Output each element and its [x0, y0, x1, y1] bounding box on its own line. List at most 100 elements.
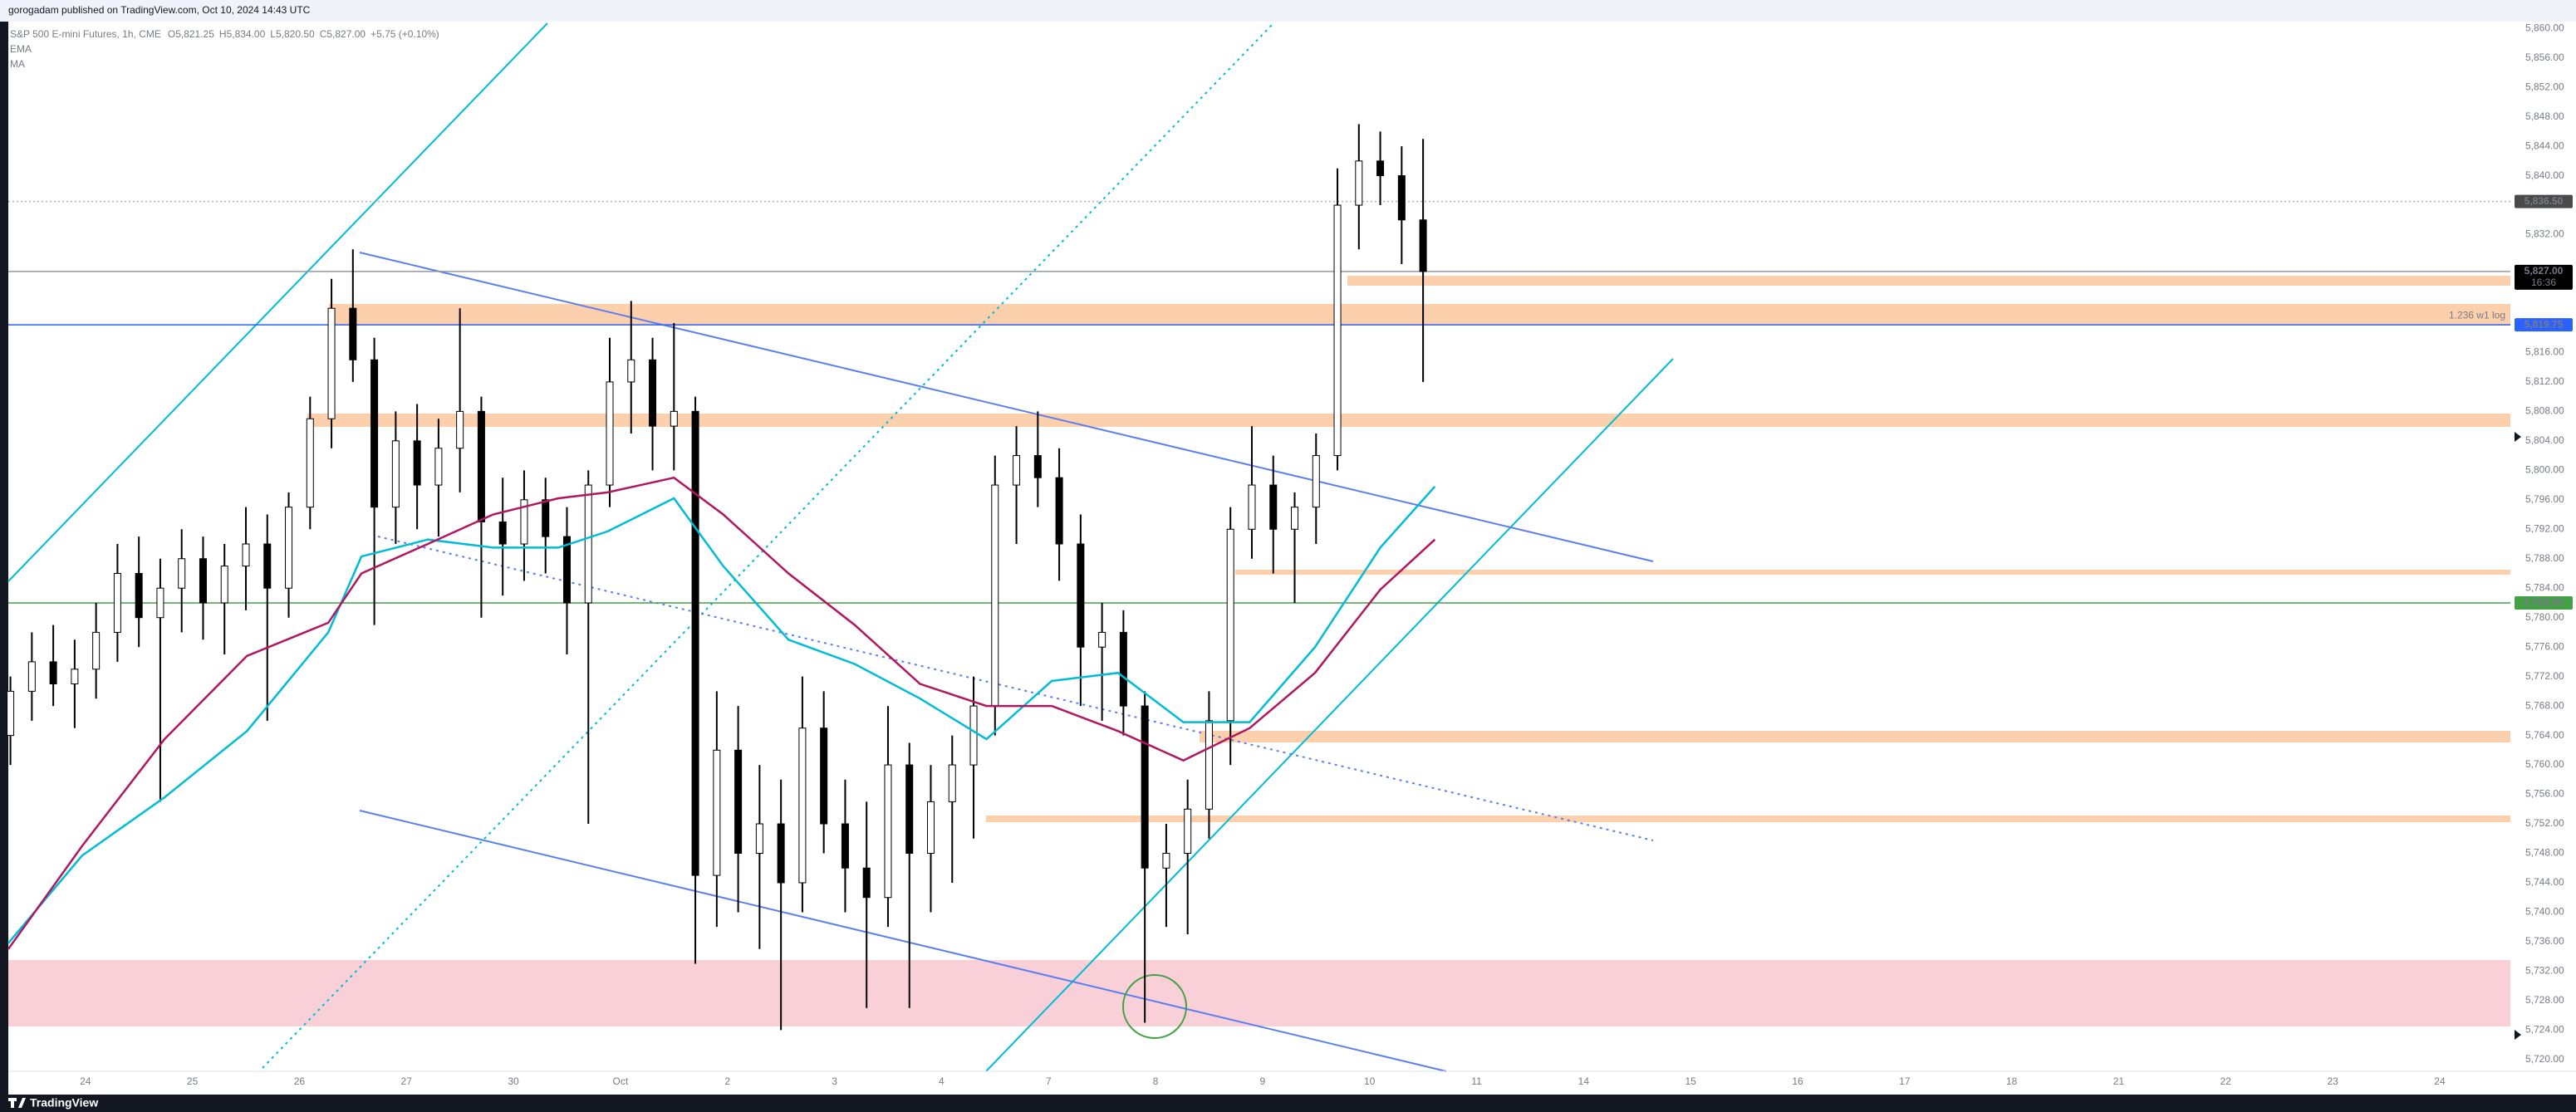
y-tick-label: 5,752.00 — [2525, 817, 2564, 829]
y-tick-label: 5,780.00 — [2525, 611, 2564, 623]
x-tick-label: 30 — [508, 1075, 519, 1087]
candle-body — [199, 558, 207, 604]
ohlc-value: O5,821.25 — [168, 28, 214, 40]
y-tick-label: 5,756.00 — [2525, 788, 2564, 800]
ohlc-value: +5.75 (+0.10%) — [370, 28, 439, 40]
candle-body — [1269, 484, 1278, 530]
candle-body — [969, 705, 978, 766]
candle-body — [884, 764, 892, 899]
candle-body — [113, 572, 121, 633]
candle-body — [477, 410, 485, 522]
trend-line — [7, 22, 548, 582]
y-tick-label: 5,744.00 — [2525, 876, 2564, 888]
candle-body — [1013, 455, 1021, 486]
candle-body — [498, 521, 507, 545]
candle-body — [220, 566, 228, 604]
y-tick-label: 5,732.00 — [2525, 965, 2564, 977]
y-tick-label: 5,844.00 — [2525, 140, 2564, 151]
candle-body — [391, 440, 400, 508]
candle-body — [92, 631, 101, 670]
y-tick-label: 5,832.00 — [2525, 228, 2564, 240]
candle-body — [1376, 160, 1385, 177]
level-annotation: 1.236 w1 log — [2449, 309, 2505, 321]
candle-body — [1077, 543, 1085, 648]
logo — [8, 1098, 26, 1108]
candles — [7, 124, 1427, 1031]
legend-entry: EMA — [10, 43, 32, 55]
candle-body — [926, 801, 935, 854]
price-badge-label: 5,782.00 — [2524, 596, 2564, 608]
candle-body — [1162, 852, 1170, 869]
indicator-line — [7, 476, 1436, 950]
x-tick-label: 15 — [1685, 1075, 1696, 1087]
x-tick-label: 21 — [2113, 1075, 2125, 1087]
candle-body — [905, 764, 914, 854]
candle-body — [649, 359, 657, 427]
candle-body — [542, 499, 550, 537]
candle-body — [1055, 477, 1063, 545]
candle-body — [755, 823, 763, 854]
zones — [8, 276, 2510, 1026]
y-tick-label: 5,764.00 — [2525, 729, 2564, 741]
y-tick-label: 5,724.00 — [2525, 1024, 2564, 1036]
brand: TradingView — [30, 1096, 98, 1110]
scroll-arrow[interactable] — [2515, 1030, 2521, 1040]
channel-line — [359, 810, 1447, 1072]
candle-body — [1355, 160, 1363, 206]
indicator-line — [7, 485, 1436, 944]
candle-body — [1033, 455, 1042, 478]
bottom-bar — [0, 1095, 2576, 1112]
y-tick-label: 5,816.00 — [2525, 346, 2564, 358]
scroll-arrow[interactable] — [2515, 432, 2521, 442]
x-tick-label: 22 — [2220, 1075, 2232, 1087]
channel-line — [359, 252, 1654, 562]
y-tick-label: 5,784.00 — [2525, 581, 2564, 593]
y-tick-label: 5,840.00 — [2525, 169, 2564, 181]
candle-body — [135, 572, 143, 619]
candle-body — [691, 410, 699, 876]
candle-body — [1312, 455, 1320, 508]
y-tick-label: 5,760.00 — [2525, 758, 2564, 770]
x-tick-label: 9 — [1260, 1075, 1266, 1087]
x-tick-label: 24 — [2434, 1075, 2446, 1087]
top-bar — [0, 0, 2576, 22]
x-tick-label: 3 — [832, 1075, 837, 1087]
x-tick-label: 16 — [1792, 1075, 1803, 1087]
price-badge-label: 5,819.75 — [2524, 318, 2564, 330]
price-badge — [2515, 595, 2573, 610]
y-tick-label: 5,788.00 — [2525, 552, 2564, 564]
x-tick-label: Oct — [613, 1075, 629, 1087]
y-tick-label: 5,728.00 — [2525, 994, 2564, 1006]
candle-body — [777, 823, 785, 884]
candle-body — [627, 359, 635, 383]
symbol: S&P 500 E-mini Futures, 1h, CME — [10, 28, 161, 40]
x-tick-label: 18 — [2006, 1075, 2018, 1087]
axes: 5,860.00 5,856.00 5,852.00 5,848.00 5,844.00… — [80, 22, 2573, 1087]
ohlc-value: H5,834.00 — [219, 28, 266, 40]
x-tick-label: 17 — [1899, 1075, 1911, 1087]
y-tick-label: 5,856.00 — [2525, 51, 2564, 63]
y-tick-label: 5,852.00 — [2525, 81, 2564, 92]
price-badge — [2515, 264, 2573, 290]
candle-body — [1098, 631, 1106, 648]
candle-body — [1419, 219, 1427, 272]
publisher: gorogadam published on TradingView.com, … — [8, 4, 311, 16]
y-tick-label: 5,772.00 — [2525, 670, 2564, 682]
candle-body — [434, 448, 443, 486]
levels — [8, 200, 2510, 604]
candle-body — [156, 587, 164, 619]
highlight-circle — [1122, 974, 1187, 1039]
supply-zone — [329, 304, 2510, 326]
candle-body — [991, 484, 999, 707]
y-tick-label: 5,720.00 — [2525, 1053, 2564, 1065]
y-tick-label: 5,812.00 — [2525, 375, 2564, 387]
y-tick-label: 5,860.00 — [2525, 22, 2564, 33]
candle-body — [1141, 705, 1149, 869]
candle-body — [7, 690, 15, 737]
price-badge — [2515, 194, 2573, 208]
supply-zone — [1200, 731, 2510, 742]
x-tick-label: 14 — [1578, 1075, 1590, 1087]
candle-body — [285, 507, 293, 589]
